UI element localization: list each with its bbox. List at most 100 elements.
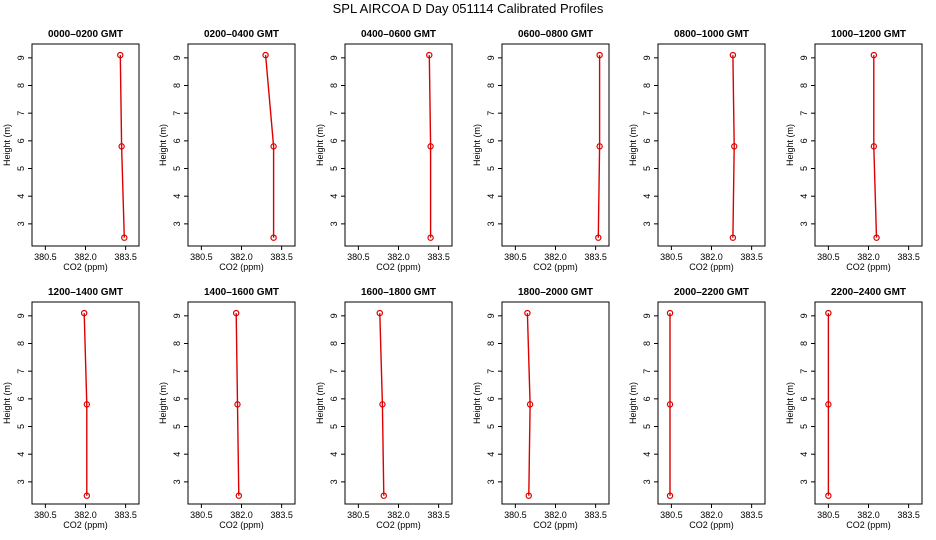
y-tick-label: 7 (486, 111, 496, 116)
y-tick-label: 9 (329, 55, 339, 60)
x-tick-label: 383.5 (897, 252, 920, 262)
y-axis-label: Height (m) (785, 124, 795, 166)
x-tick-label: 382.0 (700, 510, 723, 520)
x-tick-label: 382.0 (387, 252, 410, 262)
y-tick-label: 5 (642, 166, 652, 171)
y-tick-label: 6 (172, 396, 182, 401)
y-tick-label: 8 (799, 83, 809, 88)
data-point (666, 401, 674, 408)
data-point (262, 51, 269, 59)
y-tick-label: 8 (329, 83, 339, 88)
x-tick-label: 383.5 (584, 510, 607, 520)
panel-title: 1400–1600 GMT (204, 287, 279, 298)
data-point (731, 143, 738, 150)
x-axis-label: CO2 (ppm) (846, 520, 891, 530)
y-tick-label: 9 (329, 313, 339, 318)
x-axis-label: CO2 (ppm) (689, 262, 734, 272)
y-tick-label: 3 (642, 479, 652, 484)
y-tick-label: 3 (172, 221, 182, 226)
x-tick-label: 383.5 (270, 510, 293, 520)
y-tick-label: 6 (16, 396, 26, 401)
profile-line (235, 313, 240, 496)
x-tick-label: 380.5 (190, 510, 213, 520)
y-tick-label: 8 (642, 341, 652, 346)
panel-title: 1000–1200 GMT (831, 29, 906, 40)
y-tick-label: 4 (486, 194, 496, 199)
panel-5: 0800–1000 GMT 380.5 382.0 383.5 3 4 5 6 7 8 9 CO2 (… (628, 29, 766, 272)
x-axis-label: CO2 (ppm) (219, 262, 264, 272)
x-tick-label: 380.5 (34, 510, 57, 520)
y-axis-label: Height (m) (158, 124, 168, 166)
data-point (232, 309, 240, 317)
y-tick-label: 3 (799, 221, 809, 226)
plot-frame (657, 301, 766, 505)
y-tick-label: 8 (16, 83, 26, 88)
y-tick-label: 7 (486, 369, 496, 374)
x-axis-label: CO2 (ppm) (846, 262, 891, 272)
panel-4: 0600–0800 GMT 380.5 382.0 383.5 3 4 5 6 7 8 9 CO2 (… (472, 29, 610, 272)
y-tick-label: 5 (486, 424, 496, 429)
y-tick-label: 5 (329, 166, 339, 171)
data-point (524, 309, 531, 317)
data-point (870, 143, 878, 150)
y-tick-label: 6 (799, 396, 809, 401)
y-axis-label: Height (m) (158, 382, 168, 424)
plot-frame (814, 43, 923, 247)
figure-title: SPL AIRCOA D Day 051114 Calibrated Profi… (333, 1, 604, 16)
x-tick-label: 383.5 (584, 252, 607, 262)
y-tick-label: 7 (329, 111, 339, 116)
x-tick-label: 380.5 (347, 252, 370, 262)
x-tick-label: 382.0 (230, 510, 253, 520)
x-tick-label: 380.5 (660, 252, 683, 262)
y-tick-label: 3 (642, 221, 652, 226)
y-tick-label: 3 (16, 221, 26, 226)
y-tick-label: 4 (799, 452, 809, 457)
y-tick-label: 9 (16, 55, 26, 60)
y-tick-label: 7 (642, 111, 652, 116)
y-tick-label: 4 (799, 194, 809, 199)
plot-frame (657, 43, 766, 247)
y-tick-label: 9 (486, 55, 496, 60)
data-point (729, 51, 737, 59)
y-tick-label: 8 (16, 341, 26, 346)
profile-line (428, 55, 432, 238)
y-tick-label: 5 (172, 166, 182, 171)
x-tick-label: 382.0 (387, 510, 410, 520)
profile-line (732, 55, 735, 238)
y-tick-label: 4 (172, 452, 182, 457)
x-tick-label: 383.5 (427, 252, 450, 262)
data-point (596, 143, 603, 150)
y-tick-label: 6 (799, 138, 809, 143)
data-point (525, 492, 532, 499)
y-tick-label: 4 (642, 452, 652, 457)
x-tick-label: 382.0 (74, 510, 97, 520)
profile-line (379, 313, 385, 496)
data-point (235, 492, 243, 499)
panel-3: 0400–0600 GMT 380.5 382.0 383.5 3 4 5 6 7 8 9 CO2 (… (315, 29, 453, 272)
y-tick-label: 9 (172, 55, 182, 60)
data-point (376, 309, 383, 317)
y-tick-label: 6 (329, 396, 339, 401)
y-tick-label: 4 (16, 452, 26, 457)
panel-title: 1200–1400 GMT (48, 287, 123, 298)
y-tick-label: 4 (642, 194, 652, 199)
y-tick-label: 6 (642, 396, 652, 401)
y-tick-label: 5 (16, 166, 26, 171)
y-tick-label: 9 (799, 313, 809, 318)
y-tick-label: 3 (16, 479, 26, 484)
y-axis-label: Height (m) (628, 382, 638, 424)
y-tick-label: 4 (172, 194, 182, 199)
panel-8: 1400–1600 GMT 380.5 382.0 383.5 3 4 5 6 7 8 9 CO2 (… (158, 287, 296, 530)
y-tick-label: 5 (329, 424, 339, 429)
y-tick-label: 8 (172, 83, 182, 88)
panel-title: 0200–0400 GMT (204, 29, 279, 40)
plot-frame (501, 301, 610, 505)
panel-7: 1200–1400 GMT 380.5 382.0 383.5 3 4 5 6 7 8 9 CO2 (… (2, 287, 140, 530)
panels: 0000–0200 GMT 380.5 382.0 383.5 3 4 5 6 7 8 9 CO2 (… (2, 29, 923, 530)
x-tick-label: 380.5 (347, 510, 370, 520)
y-tick-label: 9 (799, 55, 809, 60)
y-tick-label: 3 (329, 221, 339, 226)
y-tick-label: 5 (642, 424, 652, 429)
plot-frame (501, 43, 610, 247)
data-point (270, 143, 277, 150)
